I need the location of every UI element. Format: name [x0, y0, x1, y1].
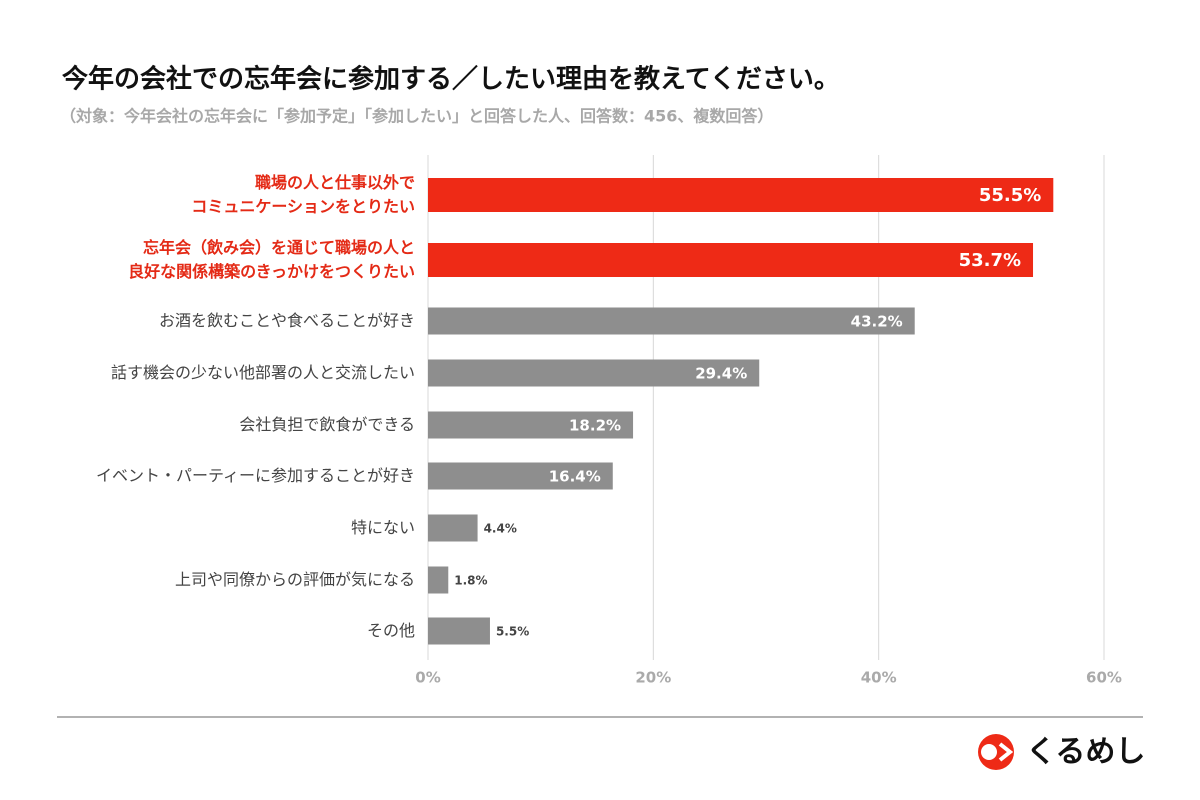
value-label: 18.2%	[569, 417, 621, 435]
x-tick-label: 20%	[635, 669, 671, 687]
bar	[428, 243, 1034, 277]
bar	[428, 462, 613, 490]
value-label: 55.5%	[979, 185, 1041, 206]
category-label: その他	[366, 621, 415, 640]
value-label: 1.8%	[454, 574, 487, 588]
bar	[428, 617, 490, 645]
value-label: 5.5%	[496, 625, 529, 639]
category-label: 話す機会の少ない他部署の人と交流したい	[110, 363, 415, 382]
logo-icon	[978, 734, 1014, 770]
bar	[428, 411, 634, 439]
category-label: 職場の人と仕事以外で コミュニケーションをとりたい	[191, 173, 415, 216]
bar	[428, 178, 1054, 212]
chart-subtitle: （対象：今年会社の忘年会に「参加予定」「参加したい」と回答した人、回答数：456…	[60, 107, 773, 126]
chart-title: 今年の会社での忘年会に参加する／したい理由を教えてください。	[62, 64, 840, 95]
bar	[428, 514, 478, 542]
category-label: 特にない	[350, 518, 415, 537]
value-label: 16.4%	[549, 468, 601, 486]
value-label: 4.4%	[484, 522, 517, 536]
bar	[428, 566, 449, 594]
value-label: 29.4%	[695, 365, 747, 383]
x-tick-label: 60%	[1086, 669, 1122, 687]
bar	[428, 307, 915, 335]
logo-text: くるめし	[1026, 735, 1145, 770]
value-label: 53.7%	[959, 250, 1021, 271]
category-label: 会社負担で飲食ができる	[239, 415, 415, 434]
category-label: イベント・パーティーに参加することが好き	[95, 466, 415, 485]
x-tick-label: 40%	[861, 669, 897, 687]
category-label: 忘年会（飲み会）を通じて職場の人と 良好な関係構築のきっかけをつくりたい	[128, 238, 415, 281]
bar	[428, 359, 760, 387]
category-label: お酒を飲むことや食べることが好き	[158, 311, 415, 330]
value-label: 43.2%	[851, 313, 903, 331]
category-label: 上司や同僚からの評価が気になる	[174, 570, 415, 589]
x-tick-label: 0%	[415, 669, 440, 687]
